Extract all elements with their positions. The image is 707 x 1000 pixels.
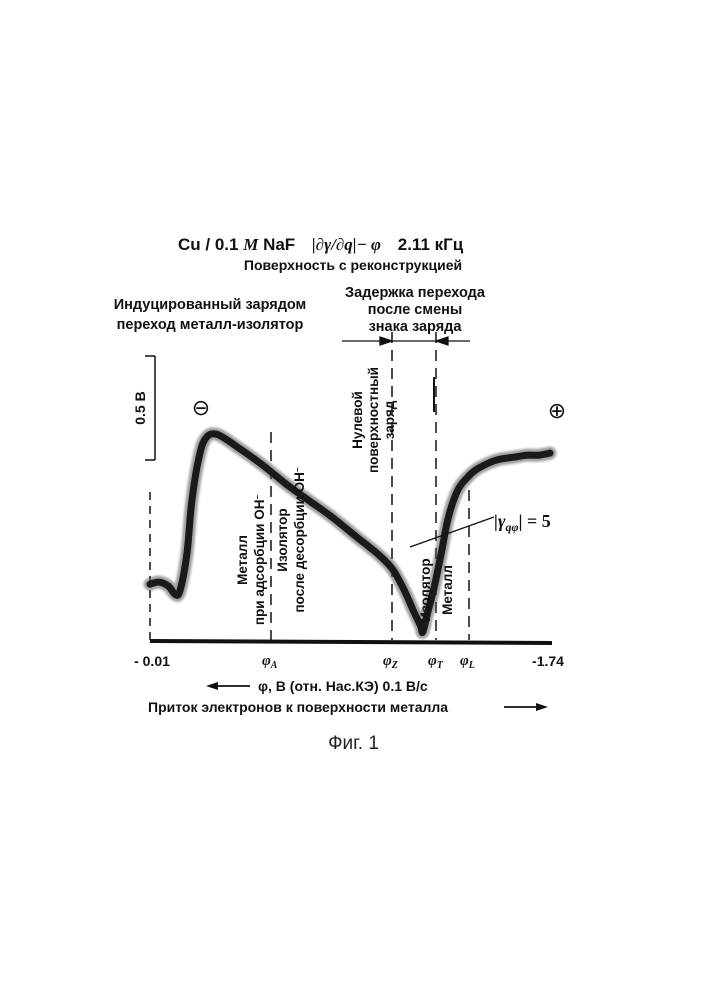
label-metal-adsorption-1: Металл	[235, 535, 250, 585]
left-header-line2: переход металл-изолятор	[117, 317, 304, 333]
label-metal-right: Металл	[440, 565, 455, 615]
right-header-line2: после смены	[368, 302, 463, 318]
label-zero-charge-3: заряд	[382, 400, 397, 439]
left-header-line1: Индуцированный зарядом	[114, 297, 307, 313]
label-metal-adsorption-2: при адсорбции OH−	[252, 495, 267, 626]
phi-L-label: φL	[460, 653, 475, 671]
data-curve	[150, 434, 550, 633]
x-tick-left: - 0.01	[134, 653, 170, 669]
label-insulator-right: Изолятор	[418, 558, 433, 621]
phi-T-label: φT	[428, 653, 444, 671]
x-axis-baseline	[150, 641, 552, 643]
right-header-line3: знака заряда	[369, 319, 463, 335]
chart-subtitle: Поверхность с реконструкцией	[244, 257, 462, 273]
right-header-line1: Задержка перехода	[345, 285, 486, 301]
plus-sign: ⊕	[548, 398, 566, 423]
label-insulator-desorption-1: Изолятор	[275, 508, 290, 571]
phi-Z-label: φZ	[383, 653, 398, 671]
scale-bar-label: 0.5 В	[132, 391, 148, 424]
figure-caption: Фиг. 1	[0, 733, 707, 755]
label-zero-charge-2: поверхностный	[366, 367, 381, 473]
right-arrow	[504, 703, 548, 711]
x-axis-label: φ, В (отн. Нас.КЭ) 0.1 В/с	[258, 678, 428, 694]
label-insulator-desorption-2: после десорбции OH−	[292, 467, 307, 613]
curve-series-line	[150, 434, 550, 633]
electron-flow-label: Приток электронов к поверхности металла	[148, 699, 448, 715]
left-arrow	[206, 682, 250, 690]
label-zero-charge-1: Нулевой	[350, 391, 365, 449]
chart-title: Cu / 0.1 M NaF |∂γ/∂q|− φ 2.11 кГц	[178, 235, 464, 254]
gamma-annotation: |γqφ| = 5	[494, 511, 551, 534]
x-tick-right: -1.74	[532, 653, 564, 669]
minus-sign: ⊖	[192, 395, 210, 420]
phi-A-label: φA	[262, 653, 278, 671]
delay-arrow	[342, 337, 470, 345]
